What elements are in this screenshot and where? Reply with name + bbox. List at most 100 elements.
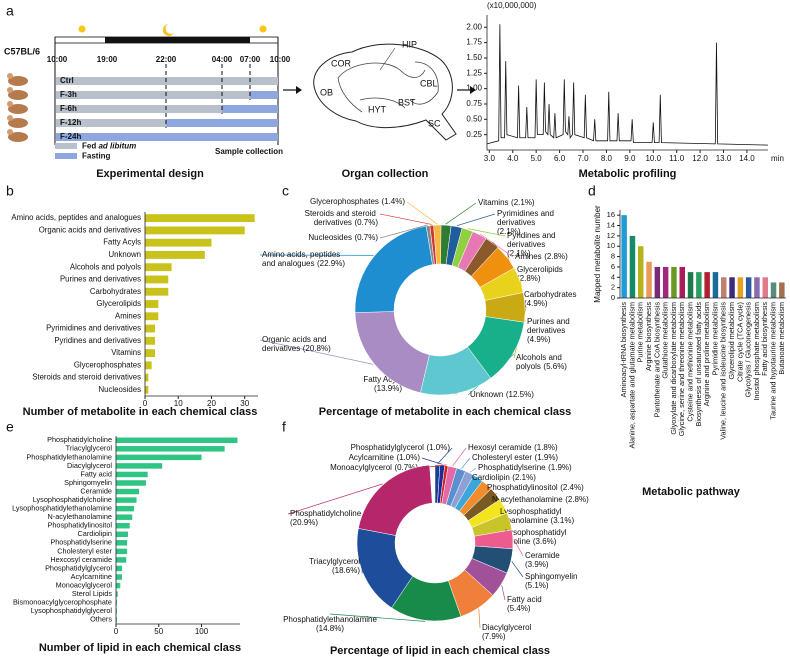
y-tick-label: 2.00 — [466, 22, 482, 31]
bar — [654, 266, 661, 298]
category-label: Hexcosyl ceramide — [50, 555, 112, 564]
slice-value-label: (2.8%) — [544, 252, 568, 261]
mouse-ear — [7, 73, 13, 79]
label-line: Fatty acid — [507, 595, 542, 604]
slice-label: Glycerophosphates — [310, 197, 379, 206]
bar — [638, 246, 644, 298]
bar — [145, 312, 159, 321]
category-label: Phosphatidylethanolamine — [26, 452, 112, 461]
strain: C57BL/6 — [4, 46, 40, 56]
category-label: Alanine, aspartate and glutamate metabol… — [627, 302, 636, 448]
bar — [696, 272, 702, 298]
bar — [737, 277, 744, 298]
slice-label: Pyridines and derivatives — [507, 231, 558, 249]
bar — [762, 277, 768, 298]
slice-label: Phosphatidylinositol — [487, 483, 558, 492]
caption: Experimental design — [96, 168, 204, 180]
y-tick-label: 1.00 — [466, 84, 482, 93]
time-label: 10:00 — [47, 55, 68, 64]
slice-value-label: (1.8%) — [534, 443, 558, 452]
time-label: 07:00 — [240, 55, 261, 64]
category-label: Purine metabolism — [636, 302, 645, 362]
label-line: N-acylethanolamine — [492, 495, 563, 504]
slice-value-label: (13.9%) — [374, 384, 402, 393]
slice-value-label: (4.9%) — [524, 299, 548, 308]
brain-region: CBL — [420, 78, 438, 88]
slice-value-label: (7.9%) — [482, 632, 506, 641]
slice-label: Vitamins — [478, 198, 509, 207]
caption: Organ collection — [342, 168, 429, 180]
y-tick-label: 16 — [607, 210, 615, 219]
slice-value-label: (2.1%) — [507, 249, 531, 258]
category-label: Cardiolipin — [78, 529, 112, 538]
panel-letter: d — [588, 183, 596, 199]
slice-value-label: (1.4%) — [381, 197, 405, 206]
leader-line — [461, 457, 471, 469]
leader-line — [478, 608, 481, 629]
fasting-bar — [166, 119, 278, 127]
mouse-ear — [7, 101, 13, 107]
slice-label: Monoacylglycerol — [330, 463, 392, 472]
x-tick-label: 8.0 — [601, 154, 613, 163]
leader-line — [467, 228, 506, 237]
category-label: Phosphatidylserine — [50, 538, 112, 547]
slice-value-label: (3.9%) — [525, 560, 549, 569]
bar — [729, 277, 735, 298]
fasting-bar — [250, 91, 278, 99]
category-label: Taurine and hypotaurine metabolism — [768, 302, 777, 420]
label-line: Alcohols and — [516, 353, 564, 362]
slice-label: Fatty acid — [507, 595, 542, 604]
label-line: Amines — [515, 252, 542, 261]
bar — [116, 497, 137, 503]
slice-value-label: (12.5%) — [506, 390, 534, 399]
slice-value-label: (0.7%) — [354, 233, 378, 242]
leader-line — [469, 467, 477, 473]
y-tick-label: 0.50 — [466, 114, 482, 123]
slice-value-label: (2.1%) — [497, 227, 521, 236]
y-tick-label: 4 — [611, 272, 615, 281]
slice-label: Hexosyl ceramide — [468, 443, 532, 452]
y-tick-label: 1.75 — [466, 38, 482, 47]
slice-label: Amines — [515, 252, 542, 261]
chromatogram-line — [486, 24, 769, 146]
x-tick-label: 9.0 — [624, 154, 636, 163]
category-label: Alcohols and polyols — [70, 262, 141, 271]
slice-label: Pyrimidines and derivatives — [497, 209, 556, 227]
category-label: Cysteine and methionine metabolism — [685, 302, 694, 422]
bar — [116, 463, 163, 469]
category-label: Glycine, serine and threonine metabolism — [677, 302, 686, 436]
bar — [662, 266, 669, 298]
category-label: Glycerophosphates — [74, 360, 141, 369]
slice-value-label: (3.1%) — [551, 516, 575, 525]
bar — [116, 574, 122, 580]
slice-value-label: (22.9%) — [317, 259, 345, 268]
brain-region: OB — [320, 87, 333, 97]
legend-fed: Fed ad libitum — [82, 142, 136, 151]
leader-line — [501, 585, 506, 601]
sample-collection: Sample collection — [215, 147, 283, 156]
x-tick-label: 7.0 — [577, 154, 589, 163]
category-label: Organic acids and derivatives — [39, 225, 141, 234]
category-label: Pantothenate and CoA biosynthesis — [652, 302, 661, 418]
bar — [145, 238, 212, 247]
caption: Metabolic profiling — [579, 168, 677, 180]
label-line: Vitamins — [478, 198, 509, 207]
slice-label: Glycerolipids — [517, 265, 563, 274]
slice-label: Phosphatidylglycerol — [351, 443, 425, 452]
group-label: F-12h — [60, 118, 81, 127]
fasting-bar — [56, 133, 278, 141]
leader-line — [259, 339, 374, 365]
bar — [145, 263, 172, 272]
time-label: 19:00 — [97, 55, 118, 64]
bar — [145, 287, 169, 296]
mouse-icon — [8, 118, 28, 128]
slice-label: Steroids and steroid derivatives — [305, 209, 378, 227]
y-tick-label: 2 — [611, 283, 615, 292]
night-strip — [105, 37, 250, 43]
label-line: ethanolamine — [500, 516, 549, 525]
y-tick-label: 10 — [607, 241, 615, 250]
bar — [646, 261, 652, 298]
category-label: Vitamins — [111, 348, 141, 357]
bar — [779, 282, 785, 298]
